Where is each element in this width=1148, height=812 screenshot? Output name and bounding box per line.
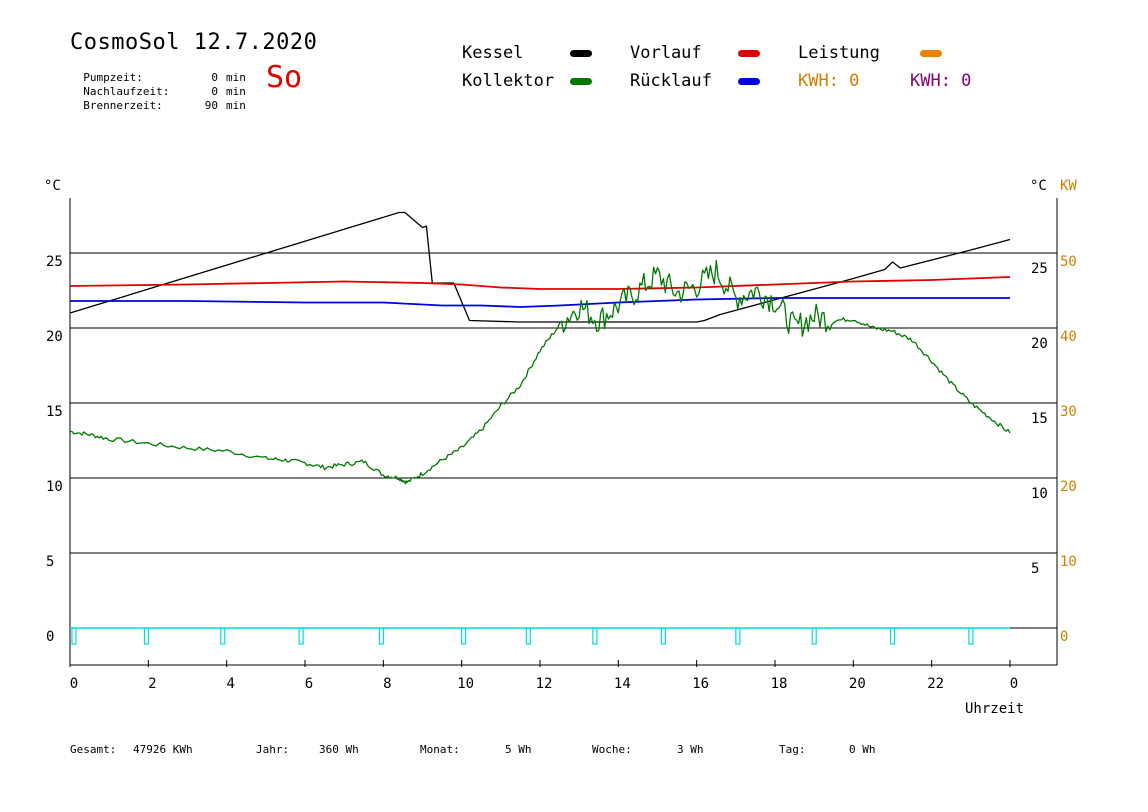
legend-vorlauf-swatch [738, 50, 760, 57]
info-unit: min [226, 99, 246, 112]
x-tick-label: 14 [614, 676, 631, 692]
pump-mark [735, 627, 741, 645]
info-label: Pumpzeit: [83, 71, 143, 84]
x-tick-label: 2 [148, 676, 156, 692]
x-tick-label: 12 [536, 676, 553, 692]
legend-ruecklauf: Rücklauf [630, 71, 712, 91]
info-pumpzeit: Pumpzeit: 0 min [70, 58, 246, 84]
left-axis-unit: °C [44, 178, 61, 194]
footer-jahr-value: 360 Wh [319, 743, 359, 756]
kw-tick-label: 40 [1060, 329, 1077, 345]
x-tick-label: 8 [383, 676, 391, 692]
pump-mark [220, 627, 226, 645]
kw-tick-label: 20 [1060, 479, 1077, 495]
info-value: 0 [211, 71, 218, 84]
info-brennerzeit: Brennerzeit: 90 min [70, 86, 246, 112]
right-tick-label: 5 [1031, 561, 1039, 577]
legend-ruecklauf-swatch [738, 78, 760, 85]
legend-leistung-swatch [920, 50, 942, 57]
x-tick-label: 0 [70, 676, 78, 692]
x-tick-label: 22 [927, 676, 944, 692]
pump-mark [968, 627, 974, 645]
kw-tick-label: 50 [1060, 254, 1077, 270]
pump-mark [71, 627, 77, 645]
left-tick-label: 5 [46, 554, 54, 570]
right-tick-label: 20 [1031, 336, 1048, 352]
legend-vorlauf: Vorlauf [630, 43, 702, 63]
left-tick-label: 10 [46, 479, 63, 495]
legend-kollektor: Kollektor [462, 71, 555, 91]
x-tick-label: 18 [771, 676, 788, 692]
info-label: Brennerzeit: [83, 99, 163, 112]
kw-tick-label: 0 [1060, 629, 1068, 645]
legend-kessel-swatch [570, 50, 592, 57]
info-value: 0 [211, 85, 218, 98]
footer-woche-label: Woche: [592, 743, 632, 756]
series-vorlauf-line [69, 276, 1011, 290]
x-tick-label: 20 [849, 676, 866, 692]
pump-mark [461, 627, 467, 645]
grid-lines [70, 252, 1057, 629]
footer-gesamt-value: 47926 KWh [133, 743, 193, 756]
page-title: CosmoSol 12.7.2020 [70, 30, 318, 55]
x-tick-label: 4 [226, 676, 234, 692]
pump-mark [143, 627, 150, 645]
series-ruecklauf-line [70, 297, 1010, 308]
kw-tick-label: 30 [1060, 404, 1077, 420]
info-unit: min [226, 85, 246, 98]
series-lines [69, 211, 1011, 485]
legend-leistung: Leistung [798, 43, 880, 63]
pump-mark [660, 627, 667, 645]
x-tick-label: 16 [692, 676, 709, 692]
left-tick-label: 25 [46, 254, 63, 270]
footer-gesamt-label: Gesamt: [70, 743, 117, 756]
legend-kessel: Kessel [462, 43, 524, 63]
right-tick-label: 10 [1031, 486, 1048, 502]
pump-mark [811, 627, 817, 645]
pump-mark [889, 627, 896, 645]
kw-axis-unit: KW [1060, 178, 1077, 194]
footer-jahr-label: Jahr: [256, 743, 290, 756]
footer-tag-label: Tag: [779, 743, 806, 756]
legend-kwh-1: KWH: 0 [798, 71, 860, 91]
footer-tag-value: 0 Wh [849, 743, 876, 756]
pump-mark [378, 627, 385, 645]
right-tick-label: 25 [1031, 261, 1048, 277]
kw-tick-label: 10 [1060, 554, 1077, 570]
pump-mark [592, 627, 598, 645]
footer-monat-value: 5 Wh [505, 743, 532, 756]
legend-kwh-2: KWH: 0 [910, 71, 972, 91]
series-kessel-line [69, 211, 1011, 323]
left-tick-label: 0 [46, 629, 54, 645]
right-axis-unit: °C [1030, 178, 1047, 194]
footer-woche-value: 3 Wh [677, 743, 704, 756]
weekday-label: So [266, 60, 303, 95]
left-tick-label: 15 [46, 404, 63, 420]
x-tick-label: 0 [1010, 676, 1018, 692]
info-unit: min [226, 71, 246, 84]
right-tick-label: 15 [1031, 411, 1048, 427]
x-axis-label: Uhrzeit [965, 701, 1025, 717]
pump-mark [525, 627, 531, 645]
info-nachlaufzeit: Nachlaufzeit: 0 min [70, 72, 246, 98]
tick-labels: 0 2 4 6 8 10 12 14 16 18 20 22 0 0 5 10 15 20 25 5 10 15 20 25 0… [46, 254, 1077, 692]
pump-mark [298, 627, 304, 645]
x-tick-label: 6 [305, 676, 313, 692]
legend-kollektor-swatch [570, 78, 592, 85]
pump-marks [70, 627, 1057, 645]
info-value: 90 [204, 99, 218, 112]
left-tick-label: 20 [46, 329, 63, 345]
footer-monat-label: Monat: [420, 743, 460, 756]
info-label: Nachlaufzeit: [83, 85, 170, 98]
series-kollektor-line [70, 259, 1011, 485]
x-tick-label: 10 [457, 676, 474, 692]
